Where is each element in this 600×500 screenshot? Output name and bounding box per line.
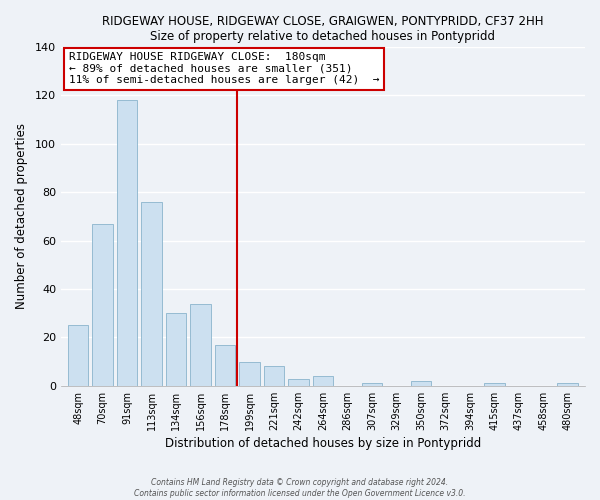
- X-axis label: Distribution of detached houses by size in Pontypridd: Distribution of detached houses by size …: [165, 437, 481, 450]
- Bar: [484, 384, 505, 386]
- Title: RIDGEWAY HOUSE, RIDGEWAY CLOSE, GRAIGWEN, PONTYPRIDD, CF37 2HH
Size of property : RIDGEWAY HOUSE, RIDGEWAY CLOSE, GRAIGWEN…: [102, 15, 544, 43]
- Y-axis label: Number of detached properties: Number of detached properties: [15, 124, 28, 310]
- Bar: [410, 381, 431, 386]
- Bar: [116, 100, 137, 386]
- Bar: [239, 362, 260, 386]
- Bar: [190, 304, 211, 386]
- Bar: [215, 344, 235, 386]
- Bar: [362, 384, 382, 386]
- Bar: [557, 384, 578, 386]
- Bar: [288, 378, 309, 386]
- Bar: [313, 376, 334, 386]
- Bar: [263, 366, 284, 386]
- Bar: [141, 202, 162, 386]
- Text: RIDGEWAY HOUSE RIDGEWAY CLOSE:  180sqm
← 89% of detached houses are smaller (351: RIDGEWAY HOUSE RIDGEWAY CLOSE: 180sqm ← …: [69, 52, 379, 85]
- Bar: [166, 313, 187, 386]
- Text: Contains HM Land Registry data © Crown copyright and database right 2024.
Contai: Contains HM Land Registry data © Crown c…: [134, 478, 466, 498]
- Bar: [92, 224, 113, 386]
- Bar: [68, 326, 88, 386]
